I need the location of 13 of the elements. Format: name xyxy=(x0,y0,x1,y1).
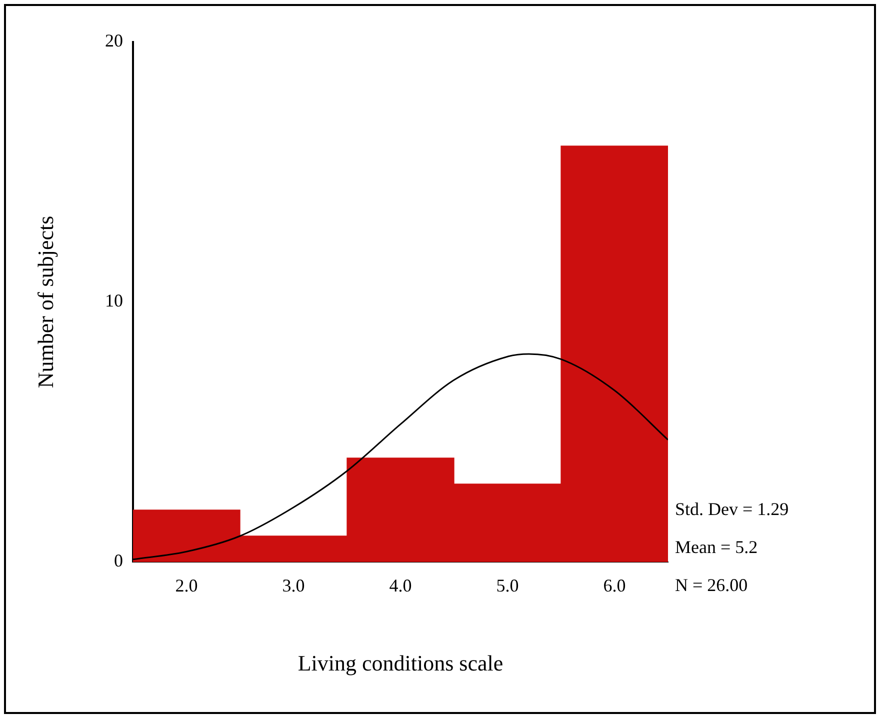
y-tick-label: 20 xyxy=(105,30,123,51)
y-tick-label: 10 xyxy=(105,290,123,311)
text: Mean = 5.2 xyxy=(675,536,759,559)
x-tick-label: 6.0 xyxy=(603,576,626,596)
text: N = 26.00 xyxy=(675,574,749,597)
y-tick-label: 0 xyxy=(114,550,123,571)
y-axis-title: Number of subjects xyxy=(32,216,58,388)
x-tick-label: 5.0 xyxy=(496,576,519,596)
x-axis-title: Living conditions scale xyxy=(298,650,504,676)
x-tick-label: 2.0 xyxy=(175,576,198,596)
x-tick-label: 4.0 xyxy=(389,576,412,596)
x-tick-label: 3.0 xyxy=(282,576,305,596)
text: Std. Dev = 1.29 xyxy=(675,498,789,521)
